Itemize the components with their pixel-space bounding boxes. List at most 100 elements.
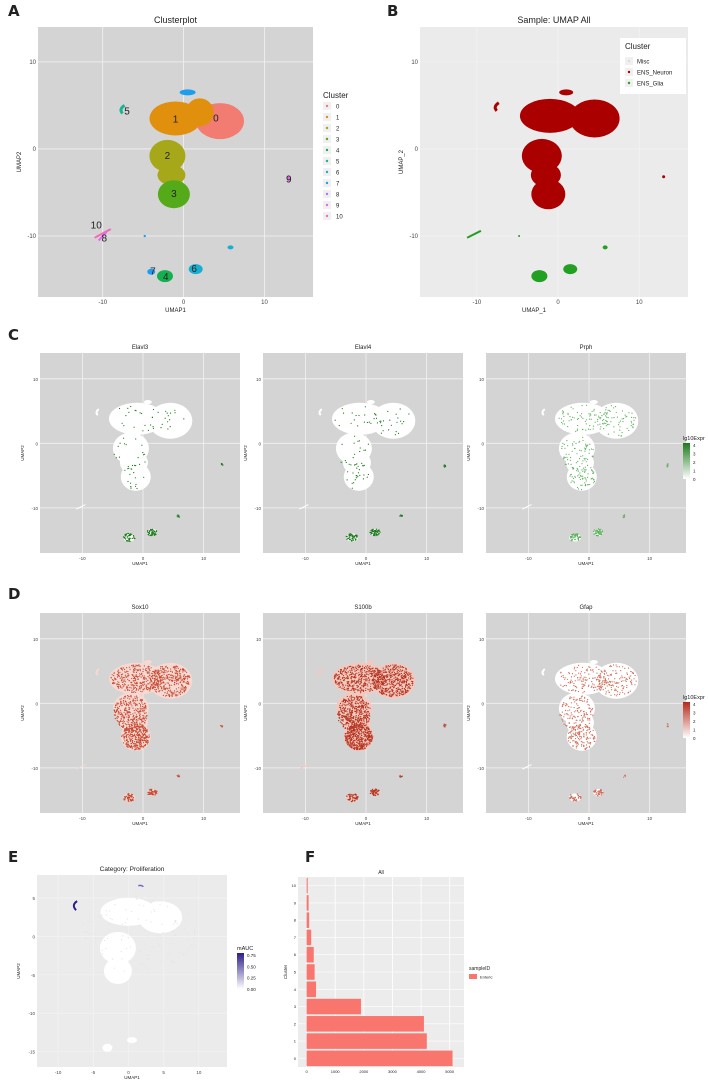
feature-plot-ylabel: UMAP2 bbox=[243, 445, 248, 461]
cluster-small-cells bbox=[227, 245, 234, 250]
gradient-legend-tick: 0 bbox=[693, 477, 696, 482]
expr-dots bbox=[623, 774, 627, 778]
cell-cluster bbox=[299, 504, 309, 510]
gradient-legend-tick: 4 bbox=[693, 443, 696, 448]
neuron-cells bbox=[531, 179, 566, 210]
x-tick-label: 5000 bbox=[445, 1069, 455, 1074]
expr-dots bbox=[567, 723, 596, 751]
expr-dots bbox=[596, 664, 637, 697]
cell-cluster bbox=[343, 462, 374, 491]
legend-dot bbox=[325, 104, 329, 108]
cell-cluster bbox=[371, 402, 416, 439]
cell-cluster bbox=[76, 504, 86, 510]
panel-letter-e: E bbox=[8, 848, 19, 866]
expr-dots bbox=[666, 723, 669, 728]
legend-label: 2 bbox=[336, 127, 340, 133]
legend-dot bbox=[627, 59, 631, 63]
x-tick-label: 10 bbox=[261, 300, 268, 306]
expr-dots bbox=[559, 695, 594, 732]
x-tick-label: -10 bbox=[473, 300, 482, 306]
gradient-bar bbox=[683, 702, 690, 738]
cell-cluster bbox=[127, 1037, 137, 1044]
cluster-label: 7 bbox=[150, 267, 156, 278]
expr-dots bbox=[569, 533, 582, 542]
y-tick-label: -15 bbox=[28, 1050, 35, 1055]
panel-c-elavl4: -10 0 10 10 0 -10 Elavl4 UMAP1 UMAP2 bbox=[243, 345, 463, 566]
gradient-bar bbox=[237, 953, 244, 989]
gradient-legend-tick: 1 bbox=[693, 728, 696, 733]
y-tick-label: -10 bbox=[477, 506, 484, 511]
legend-label: 8 bbox=[336, 193, 340, 199]
y-tick-label: 10 bbox=[479, 377, 485, 382]
y-tick-label: 2 bbox=[294, 1021, 297, 1026]
expr-dots bbox=[118, 405, 159, 432]
panel-letter-c: C bbox=[8, 326, 20, 344]
glia-cells bbox=[563, 264, 578, 275]
expr-dots bbox=[560, 664, 610, 694]
panel-f-title: All bbox=[378, 870, 384, 876]
x-tick-label: -10 bbox=[55, 1070, 62, 1075]
panel-letter-d: D bbox=[8, 585, 21, 603]
expr-dots bbox=[344, 723, 374, 751]
cell-cluster bbox=[318, 408, 323, 416]
y-tick-label: 0 bbox=[258, 441, 261, 446]
x-tick-label: -10 bbox=[79, 816, 86, 821]
expr-dots bbox=[666, 463, 669, 468]
feature-plot-title: Prph bbox=[580, 345, 593, 351]
expr-dots bbox=[369, 788, 380, 797]
x-tick-label: 1000 bbox=[331, 1069, 341, 1074]
x-tick-label: 10 bbox=[647, 556, 653, 561]
panel-a-legend-title: Cluster bbox=[323, 91, 349, 100]
panel-c-prph: -10 0 10 10 0 -10 Prph UMAP1 UMAP2 bbox=[466, 345, 686, 566]
x-tick-label: 5 bbox=[162, 1070, 165, 1075]
gradient-legend-tick: 2 bbox=[693, 719, 696, 724]
cell-cluster bbox=[95, 668, 100, 676]
bar-cluster-9 bbox=[306, 895, 309, 911]
expr-dots bbox=[443, 464, 447, 468]
gradient-legend-tick: 0.00 bbox=[247, 987, 256, 992]
cell-cluster bbox=[99, 931, 136, 964]
bar-cluster-5 bbox=[306, 964, 315, 980]
legend-dot bbox=[325, 192, 329, 196]
y-tick-label: 8 bbox=[294, 918, 297, 923]
feature-plot-xlabel: UMAP1 bbox=[355, 821, 371, 826]
cell-cluster bbox=[148, 402, 193, 439]
expr-dots bbox=[373, 408, 410, 436]
cell-cluster bbox=[299, 764, 309, 770]
gradient-legend-tick: 3 bbox=[693, 711, 696, 716]
y-tick-label: 9 bbox=[294, 900, 297, 905]
expr-dots bbox=[122, 532, 136, 542]
y-tick-label: 0 bbox=[258, 701, 261, 706]
panel-f-plot: 0 1 2 3 4 5 6 7 8 9 10 0 1000 2000 3000 4000 5000 All Clus… bbox=[283, 870, 492, 1074]
legend-label: 5 bbox=[336, 160, 340, 166]
y-tick-label: 4 bbox=[294, 987, 297, 992]
expr-dots bbox=[593, 788, 604, 797]
y-tick-label: 7 bbox=[294, 935, 297, 940]
feature-plot-title: Gfap bbox=[579, 605, 593, 611]
background-dots bbox=[82, 895, 196, 972]
expr-dots bbox=[121, 723, 150, 751]
gradient-legend-title: mAUC bbox=[237, 946, 253, 952]
feature-plot-title: Sox10 bbox=[131, 605, 149, 611]
cluster-6-cells bbox=[188, 264, 203, 275]
y-tick-label: -10 bbox=[477, 766, 484, 771]
cell-cluster bbox=[95, 408, 100, 416]
cluster-label: 6 bbox=[191, 264, 197, 275]
y-tick-label: 10 bbox=[256, 377, 262, 382]
cluster-4-cells bbox=[156, 270, 173, 283]
legend-label: 0 bbox=[336, 105, 340, 111]
y-tick-label: 10 bbox=[479, 637, 485, 642]
x-tick-label: 3000 bbox=[388, 1069, 398, 1074]
legend-label: 1 bbox=[336, 116, 340, 122]
expr-dots bbox=[369, 528, 381, 537]
cluster-label: 1 bbox=[173, 114, 179, 125]
neuron-cells bbox=[662, 175, 666, 179]
cluster-10-cells bbox=[94, 228, 112, 239]
cluster-label: 10 bbox=[91, 221, 103, 232]
panel-c-elavl3: -10 0 10 10 0 -10 Elavl3 UMAP1 UMAP2 bbox=[20, 345, 240, 566]
panel-letter-f: F bbox=[305, 848, 316, 866]
panel-b-plot: -10 0 10 10 0 -10 Sample: UMAP All UMAP_1 UMAP_2… bbox=[399, 15, 688, 314]
x-tick-label: 0 bbox=[305, 1069, 308, 1074]
cluster-1-cells bbox=[185, 98, 214, 127]
